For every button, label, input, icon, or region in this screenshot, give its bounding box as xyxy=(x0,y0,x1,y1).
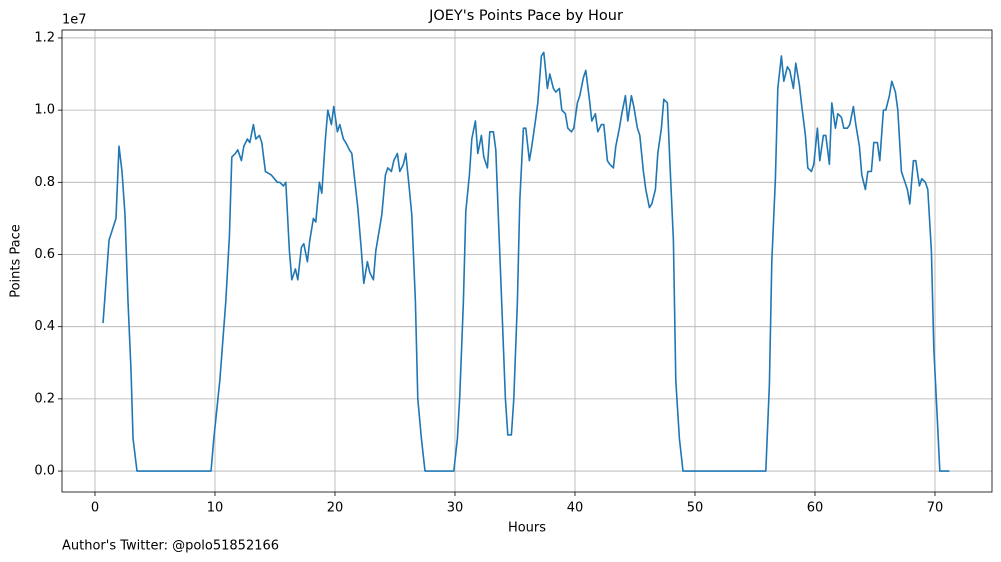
x-tick-label: 60 xyxy=(807,501,824,516)
y-tick-label: 0.2 xyxy=(34,391,55,406)
x-tick-label: 10 xyxy=(207,501,224,516)
y-tick-label: 0.8 xyxy=(34,175,55,190)
data-line xyxy=(102,51,950,472)
y-tick-label: 0.0 xyxy=(34,464,55,479)
y-tick-label: 1.2 xyxy=(34,30,55,45)
chart-title: JOEY's Points Pace by Hour xyxy=(428,8,623,24)
x-tick-label: 40 xyxy=(567,501,584,516)
x-axis-label: Hours xyxy=(508,521,546,536)
y-axis-label: Points Pace xyxy=(9,224,24,298)
x-tick-label: 20 xyxy=(327,501,344,516)
x-tick-label: 70 xyxy=(927,501,944,516)
plot-frame xyxy=(61,29,993,493)
y-tick-label: 1.0 xyxy=(34,103,55,118)
x-tick-label: 0 xyxy=(91,501,99,516)
x-tick-label: 30 xyxy=(447,501,464,516)
x-tick-label: 50 xyxy=(687,501,704,516)
y-tick-label: 0.4 xyxy=(34,319,55,334)
footnote: Author's Twitter: @polo51852166 xyxy=(62,539,279,554)
y-tick-label: 0.6 xyxy=(34,247,55,262)
y-offset-label: 1e7 xyxy=(62,13,87,28)
